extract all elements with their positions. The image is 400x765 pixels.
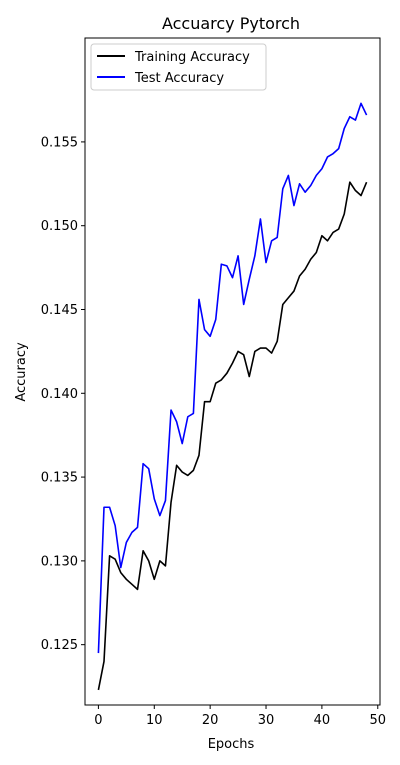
legend-box	[90, 43, 267, 91]
y-tick-label: 0.130	[41, 554, 78, 569]
x-tick-label: 40	[314, 713, 331, 728]
plot-area	[84, 37, 381, 706]
y-tick-label: 0.125	[41, 638, 78, 653]
x-tick-label: 0	[94, 713, 102, 728]
plot-frame	[84, 37, 381, 706]
y-tick-label: 0.145	[41, 303, 78, 318]
legend: Training Accuracy Test Accuracy	[90, 43, 267, 91]
legend-label-test-accuracy: Test Accuracy	[134, 71, 224, 86]
y-axis-label: Accuracy	[14, 342, 29, 402]
x-tick-label: 10	[146, 713, 163, 728]
y-axis: 0.125 0.130 0.135 0.140 0.145 0.150 0.155	[41, 135, 85, 653]
x-tick-label: 50	[369, 713, 386, 728]
plot-background	[85, 38, 380, 705]
y-tick-label: 0.140	[41, 387, 78, 402]
series-line-training-accuracy	[97, 181, 368, 691]
series-line-test-accuracy	[97, 102, 368, 654]
legend-label-training-accuracy: Training Accuracy	[134, 50, 250, 65]
y-tick-label: 0.155	[41, 135, 78, 150]
x-axis-label: Epochs	[208, 737, 255, 752]
y-tick-label: 0.135	[41, 471, 78, 486]
series-layer	[97, 102, 368, 691]
x-tick-label: 20	[202, 713, 219, 728]
x-axis: 0 10 20 30 40 50	[94, 705, 386, 728]
x-tick-label: 30	[258, 713, 275, 728]
y-tick-label: 0.150	[41, 219, 78, 234]
chart-title: Accuarcy Pytorch	[162, 14, 300, 33]
